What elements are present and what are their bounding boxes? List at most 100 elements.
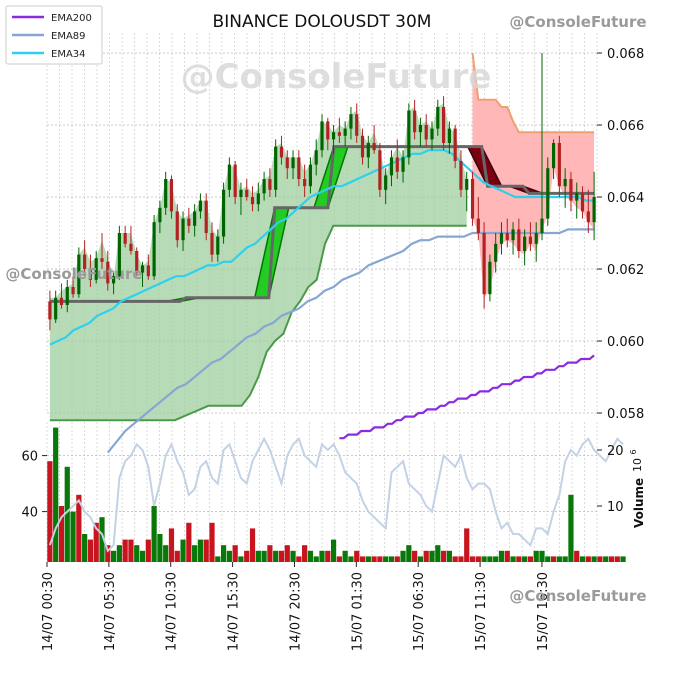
- candle-body: [239, 189, 243, 197]
- volume-bar: [220, 545, 227, 562]
- legend-label-ema200: EMA200: [51, 13, 92, 24]
- candle-body: [459, 161, 463, 190]
- volume-bar: [487, 556, 493, 562]
- volume-bar: [290, 550, 296, 562]
- candle-body: [557, 143, 561, 187]
- candles-layer: [48, 53, 596, 331]
- volume-layer: [47, 427, 626, 562]
- x-tick-label: 14/07 20:30: [288, 572, 303, 651]
- volume-bar: [458, 556, 464, 562]
- watermark-top-right: @ConsoleFuture: [509, 13, 646, 31]
- volume-bar: [174, 550, 180, 562]
- volume-bar: [342, 550, 348, 562]
- candle-body: [320, 121, 324, 151]
- price-tick-label: 0.068: [607, 47, 644, 62]
- candle-body: [204, 200, 208, 233]
- volume-bar: [469, 556, 476, 562]
- volume-bar: [412, 550, 418, 562]
- volume-bar: [180, 539, 186, 562]
- candle-body: [441, 107, 446, 143]
- candle-body: [413, 110, 417, 133]
- candle-body: [499, 233, 504, 244]
- candle-body: [569, 179, 573, 201]
- candle-body: [77, 254, 81, 295]
- volume-bar: [192, 545, 198, 562]
- candle-body: [372, 143, 376, 151]
- volume-bar: [261, 550, 267, 562]
- candle-body: [210, 233, 214, 255]
- candle-body: [274, 146, 278, 190]
- candle-body: [326, 121, 330, 140]
- volume-bar: [58, 506, 65, 562]
- candle-body: [135, 251, 139, 273]
- volume-bar: [510, 556, 516, 562]
- candle-body: [592, 197, 596, 223]
- ema200-line: [339, 354, 595, 440]
- candle-body: [250, 197, 255, 205]
- candle-body: [511, 229, 515, 241]
- price-tick-label: 0.058: [607, 407, 644, 422]
- x-tick-label: 15/07 01:30: [350, 572, 365, 651]
- volume-bar: [562, 556, 568, 562]
- volume-bar: [394, 556, 400, 562]
- volume-bar: [597, 556, 603, 562]
- volume-bar: [273, 550, 279, 562]
- candle-body: [146, 265, 150, 277]
- candle-body: [262, 179, 266, 194]
- candle-body: [297, 157, 301, 179]
- volume-bar: [319, 550, 325, 562]
- volume-bar: [545, 556, 551, 562]
- volume-bar: [244, 550, 250, 562]
- volume-bar: [232, 545, 238, 562]
- volume-axis-exponent: 10 6: [629, 449, 644, 472]
- candle-body: [528, 236, 533, 244]
- volume-bar: [215, 556, 221, 562]
- volume-bar: [400, 550, 406, 562]
- candle-body: [343, 128, 347, 136]
- candle-body: [546, 168, 550, 219]
- volume-bar: [423, 550, 429, 562]
- x-tick-label: 15/07 11:30: [474, 572, 489, 651]
- volume-bar: [70, 511, 76, 562]
- volume-bar: [128, 539, 134, 562]
- candle-body: [100, 258, 104, 262]
- volume-bar: [122, 539, 128, 562]
- candle-body: [158, 207, 162, 223]
- axes-layer: 0.058 0.060 0.062 0.064 0.066 0.068 10 20 40 60 14…: [21, 47, 644, 651]
- candle-body: [94, 258, 98, 280]
- volume-bar: [325, 550, 331, 562]
- volume-average-line: [48, 436, 624, 553]
- price-tick-label: 0.066: [607, 119, 644, 134]
- volume-bar: [238, 556, 244, 562]
- candle-body: [88, 269, 93, 280]
- volume-bar: [591, 556, 597, 562]
- volume-bar: [481, 556, 487, 562]
- volume-bar: [134, 545, 140, 562]
- candle-body: [175, 211, 179, 241]
- candle-body: [65, 287, 69, 305]
- volume-bar: [377, 556, 383, 562]
- candle-body: [563, 179, 567, 187]
- candle-body: [465, 179, 469, 190]
- volume-bar: [568, 494, 574, 562]
- candle-body: [488, 261, 492, 295]
- volume-bar: [82, 534, 88, 562]
- level-line: [49, 145, 595, 303]
- candle-body: [279, 146, 284, 158]
- candle-body: [83, 254, 87, 269]
- candle-body: [378, 150, 382, 190]
- x-tick-label: 15/07 06:30: [412, 572, 427, 651]
- candle-body: [482, 233, 486, 295]
- candle-body: [129, 243, 133, 251]
- candle-body: [314, 150, 318, 165]
- candle-body: [401, 157, 405, 172]
- candle-body: [181, 218, 185, 241]
- volume-bar: [498, 550, 505, 562]
- volume-bar: [406, 545, 412, 562]
- candle-body: [580, 193, 585, 212]
- x-tick-label: 14/07 15:30: [227, 572, 242, 651]
- candle-body: [71, 287, 75, 295]
- candle-body: [586, 211, 590, 223]
- resistance-line: [471, 52, 595, 134]
- support-line: [49, 224, 467, 422]
